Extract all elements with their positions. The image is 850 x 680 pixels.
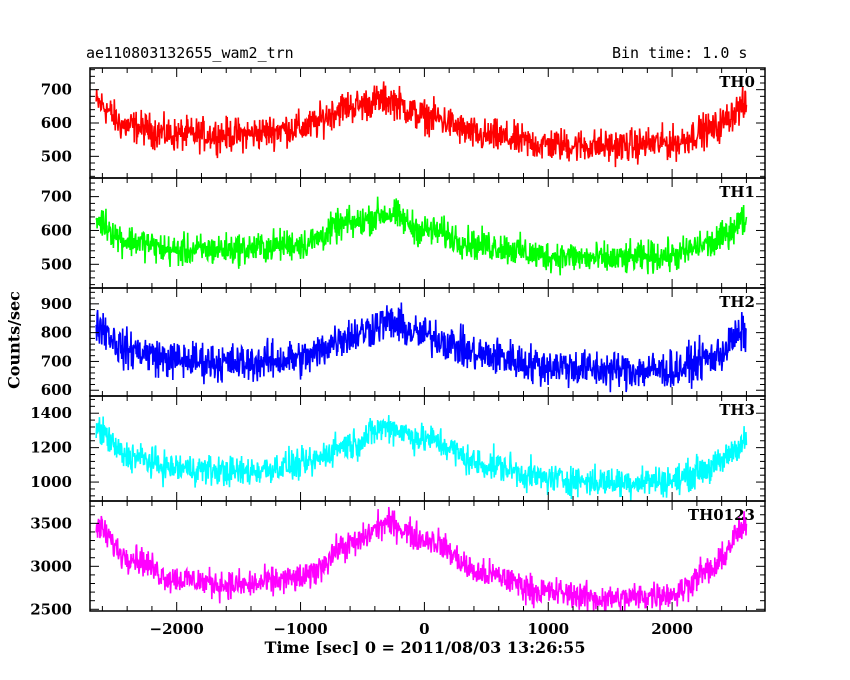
y-tick-label: 700 — [41, 188, 72, 206]
x-tick-label: −2000 — [150, 620, 204, 638]
bin-time-label: Bin time: 1.0 s — [612, 44, 748, 62]
x-tick-label: 1000 — [527, 620, 569, 638]
panel-frame-th0123 — [89, 500, 766, 612]
y-tick-label: 3500 — [30, 514, 72, 532]
plot-title: ae110803132655_wam2_trn — [86, 44, 294, 62]
panel-label-th3: TH3 — [719, 401, 755, 419]
x-axis-label: Time [sec] 0 = 2011/08/03 13:26:55 — [264, 638, 586, 657]
y-tick-label: 2500 — [30, 600, 72, 618]
x-tick-label: 0 — [419, 620, 429, 638]
series-line-th1 — [95, 196, 748, 276]
y-tick-label: 1400 — [30, 404, 72, 422]
panel-label-th0123: TH0123 — [688, 506, 755, 524]
y-tick-label: 1000 — [30, 473, 72, 491]
series-line-th0123 — [95, 506, 748, 611]
y-tick-label: 700 — [41, 81, 72, 99]
y-tick-label: 600 — [41, 221, 72, 239]
y-tick-label: 600 — [41, 381, 72, 399]
y-tick-label: 700 — [41, 352, 72, 370]
panel-label-th0: TH0 — [719, 73, 755, 91]
y-tick-label: 1200 — [30, 439, 72, 457]
y-tick-label: 900 — [41, 295, 72, 313]
y-tick-label: 600 — [41, 114, 72, 132]
panel-label-th1: TH1 — [719, 183, 755, 201]
panel-label-th2: TH2 — [719, 293, 755, 311]
y-axis-label: Counts/sec — [4, 291, 24, 389]
x-tick-label: 2000 — [651, 620, 693, 638]
series-line-th3 — [95, 415, 748, 501]
x-tick-label: −1000 — [273, 620, 327, 638]
y-tick-label: 3000 — [30, 557, 72, 575]
y-tick-label: 500 — [41, 255, 72, 273]
y-tick-label: 500 — [41, 147, 72, 165]
series-line-th2 — [95, 302, 747, 393]
series-line-th0 — [95, 81, 748, 168]
y-tick-label: 800 — [41, 324, 72, 342]
